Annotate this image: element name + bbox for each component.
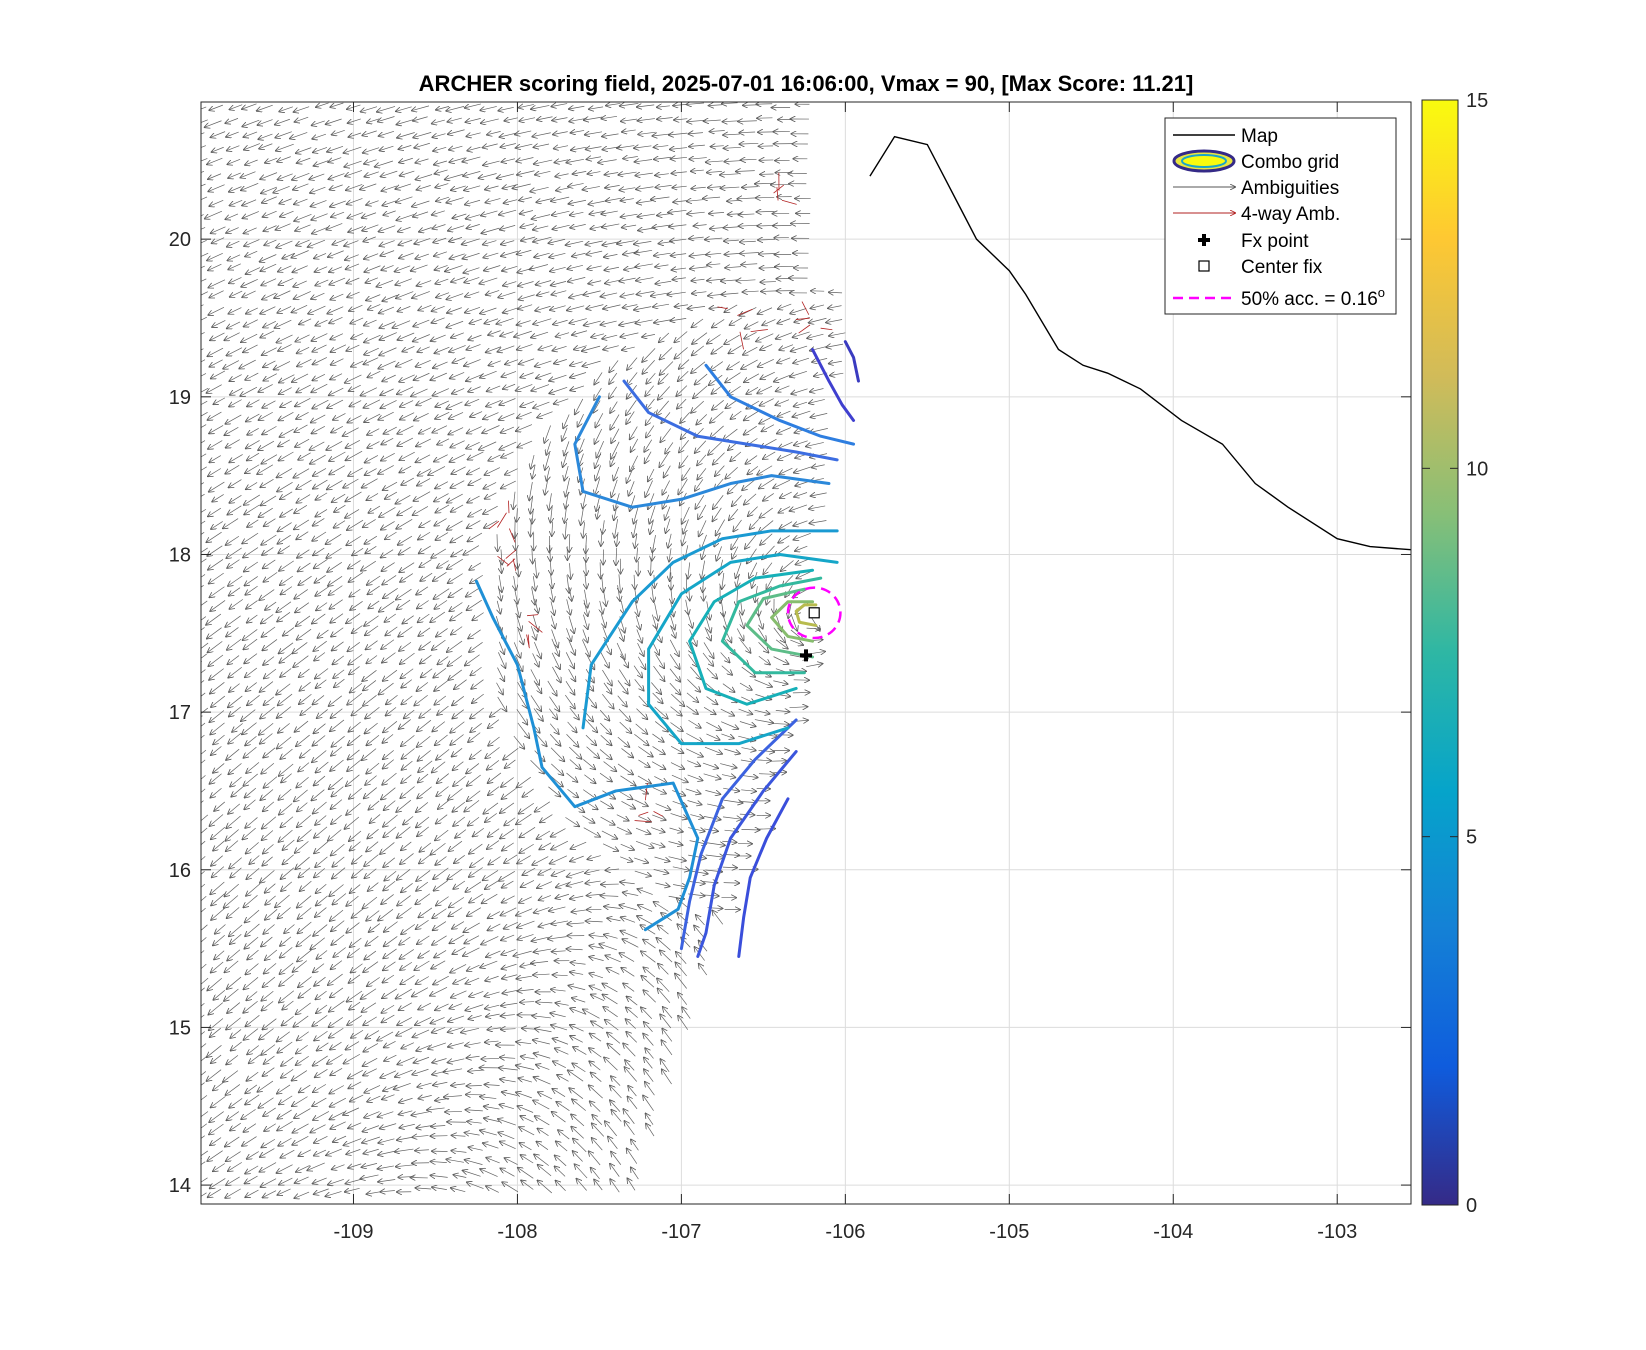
colorbar-ticks: 0 5 10 15 xyxy=(1422,90,1488,1217)
axis-ticks: -109 -108 -107 -106 -105 -104 -103 14 15 16 17 18 19… xyxy=(169,102,1411,1243)
legend-label: Fx point xyxy=(1241,231,1309,252)
legend: Map Combo grid Ambiguities 4-way Amb. Fx poi… xyxy=(1164,117,1397,315)
score-contour xyxy=(622,379,839,462)
legend-label-text: 4-way Amb. xyxy=(1241,204,1340,225)
legend-swatch-fx xyxy=(1198,234,1210,246)
score-contour xyxy=(696,750,798,958)
score-contour xyxy=(573,395,831,509)
coastline xyxy=(869,135,1411,551)
score-contour xyxy=(811,348,856,422)
x-tick-label: -105 xyxy=(989,1221,1029,1243)
score-contour xyxy=(794,603,818,627)
colorbar-tick-label: 0 xyxy=(1466,1195,1477,1217)
score-contour xyxy=(737,797,790,958)
y-tick-label: 18 xyxy=(169,544,191,566)
x-tick-label: -104 xyxy=(1153,1221,1193,1243)
x-tick-label: -108 xyxy=(497,1221,537,1243)
y-tick-label: 20 xyxy=(169,229,191,251)
legend-label-text: Map xyxy=(1241,126,1278,147)
colorbar: 0 5 10 15 xyxy=(1421,90,1488,1217)
chart-title: ARCHER scoring field, 2025-07-01 16:06:0… xyxy=(419,71,1194,96)
y-tick-label: 19 xyxy=(169,387,191,409)
combo-grid-contours xyxy=(474,340,860,958)
fx-point-marker xyxy=(800,649,812,662)
ambiguity-wind-vectors xyxy=(201,103,846,1202)
grid-lines xyxy=(201,102,1411,1204)
score-contour xyxy=(745,587,815,659)
score-contour xyxy=(843,340,860,383)
legend-swatch-center xyxy=(1198,260,1210,272)
colorbar-bar xyxy=(1421,99,1459,1206)
x-tick-label: -109 xyxy=(333,1221,373,1243)
score-contour xyxy=(647,552,839,746)
score-contour xyxy=(474,579,700,932)
y-tick-label: 17 xyxy=(169,702,191,724)
x-tick-label: -107 xyxy=(661,1221,701,1243)
legend-label-text: Ambiguities xyxy=(1241,178,1339,199)
fix-markers xyxy=(786,586,842,662)
x-tick-label: -103 xyxy=(1317,1221,1357,1243)
score-contour xyxy=(704,363,856,446)
legend-label: Map xyxy=(1241,126,1278,147)
coastline-map xyxy=(869,135,1411,551)
legend-label-text: Fx point xyxy=(1241,231,1309,252)
score-contour xyxy=(720,576,823,675)
legend-label: 4-way Amb. xyxy=(1241,204,1340,225)
legend-label: 50% acc. = 0.16o xyxy=(1241,285,1385,310)
legend-swatch-combo-inner xyxy=(1181,154,1227,168)
score-contour xyxy=(770,600,815,643)
plot-frame xyxy=(200,101,1412,1205)
colorbar-tick-label: 15 xyxy=(1466,90,1488,112)
colorbar-tick-label: 10 xyxy=(1466,458,1488,480)
center-fix-marker xyxy=(808,607,820,619)
legend-label-superscript: o xyxy=(1378,285,1385,300)
legend-label-text: 50% acc. = 0.16 xyxy=(1241,289,1378,310)
legend-label: Center fix xyxy=(1241,257,1323,278)
legend-label-text: Combo grid xyxy=(1241,152,1339,173)
legend-label-text: Center fix xyxy=(1241,257,1323,278)
score-contour xyxy=(688,568,815,706)
accuracy-circle xyxy=(786,586,842,640)
x-tick-label: -106 xyxy=(825,1221,865,1243)
score-contour xyxy=(679,718,798,951)
score-contour xyxy=(581,529,839,730)
y-tick-label: 16 xyxy=(169,860,191,882)
legend-label: Combo grid xyxy=(1241,152,1339,173)
y-tick-label: 14 xyxy=(169,1175,191,1197)
legend-label: Ambiguities xyxy=(1241,178,1339,199)
y-tick-label: 15 xyxy=(169,1017,191,1039)
colorbar-tick-label: 5 xyxy=(1466,827,1477,849)
